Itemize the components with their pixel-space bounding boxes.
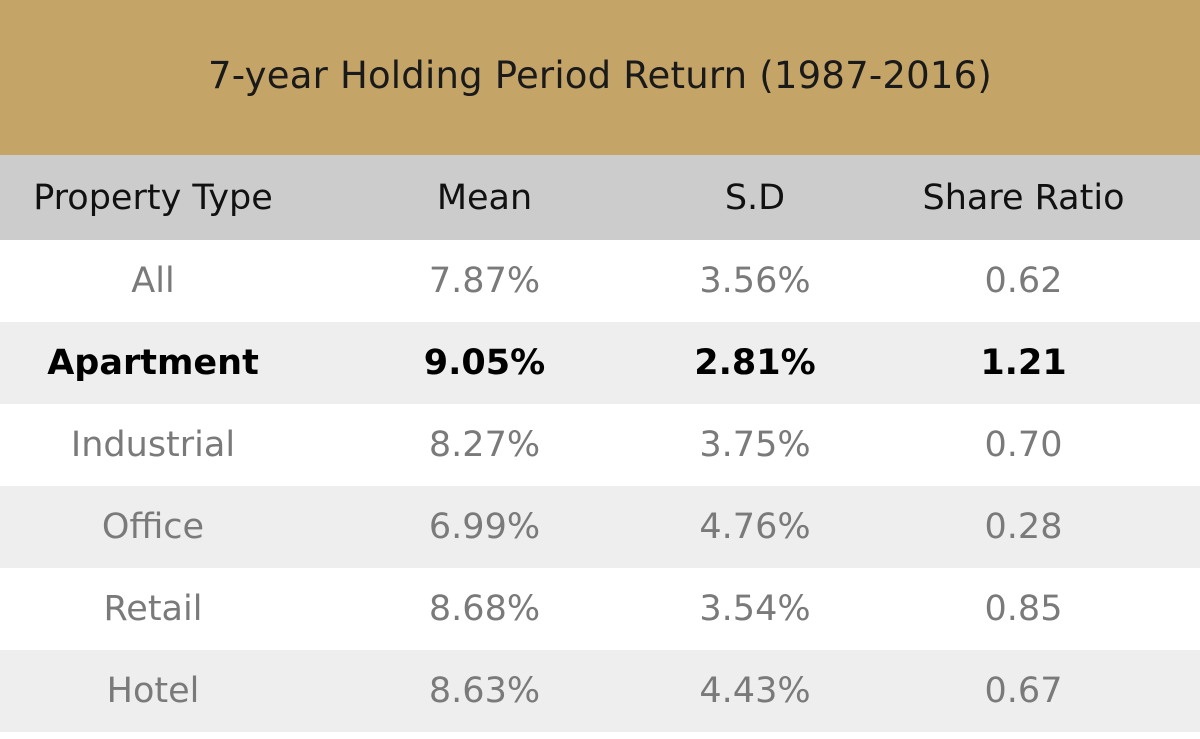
table-row: Hotel 8.63% 4.43% 0.67 <box>0 650 1200 732</box>
cell-mean: 9.05% <box>423 343 546 383</box>
cell-mean: 8.63% <box>428 671 541 711</box>
header-mean: Mean <box>436 177 533 218</box>
cell-mean: 6.99% <box>428 507 541 547</box>
cell-property-type: Industrial <box>70 425 236 465</box>
cell-sd: 3.56% <box>699 261 811 301</box>
cell-sd: 3.54% <box>699 589 811 629</box>
cell-share-ratio: 0.85 <box>984 589 1063 629</box>
table-row: All 7.87% 3.56% 0.62 <box>0 240 1200 322</box>
title-bar: 7-year Holding Period Return (1987-2016) <box>0 0 1200 155</box>
cell-share-ratio: 0.70 <box>984 425 1063 465</box>
table-row: Apartment 9.05% 2.81% 1.21 <box>0 322 1200 404</box>
cell-mean: 8.68% <box>428 589 541 629</box>
table-row: Retail 8.68% 3.54% 0.85 <box>0 568 1200 650</box>
cell-mean: 7.87% <box>428 261 541 301</box>
cell-share-ratio: 1.21 <box>980 343 1067 383</box>
cell-sd: 2.81% <box>694 343 816 383</box>
cell-sd: 4.76% <box>699 507 811 547</box>
table-title: 7-year Holding Period Return (1987-2016) <box>208 54 992 97</box>
header-share-ratio: Share Ratio <box>922 177 1125 218</box>
table-row: Office 6.99% 4.76% 0.28 <box>0 486 1200 568</box>
header-property-type: Property Type <box>33 177 273 218</box>
cell-property-type: Office <box>101 507 205 547</box>
cell-mean: 8.27% <box>428 425 541 465</box>
cell-sd: 3.75% <box>699 425 811 465</box>
cell-share-ratio: 0.67 <box>984 671 1063 711</box>
header-row: Property Type Mean S.D Share Ratio <box>0 155 1200 240</box>
cell-share-ratio: 0.28 <box>984 507 1063 547</box>
cell-property-type: Retail <box>103 589 203 629</box>
cell-property-type: All <box>131 261 175 301</box>
cell-share-ratio: 0.62 <box>984 261 1063 301</box>
header-sd: S.D <box>724 177 786 218</box>
table-row: Industrial 8.27% 3.75% 0.70 <box>0 404 1200 486</box>
returns-table: Property Type Mean S.D Share Ratio All 7… <box>0 155 1200 732</box>
cell-property-type: Apartment <box>47 343 259 383</box>
cell-property-type: Hotel <box>106 671 200 711</box>
cell-sd: 4.43% <box>699 671 811 711</box>
